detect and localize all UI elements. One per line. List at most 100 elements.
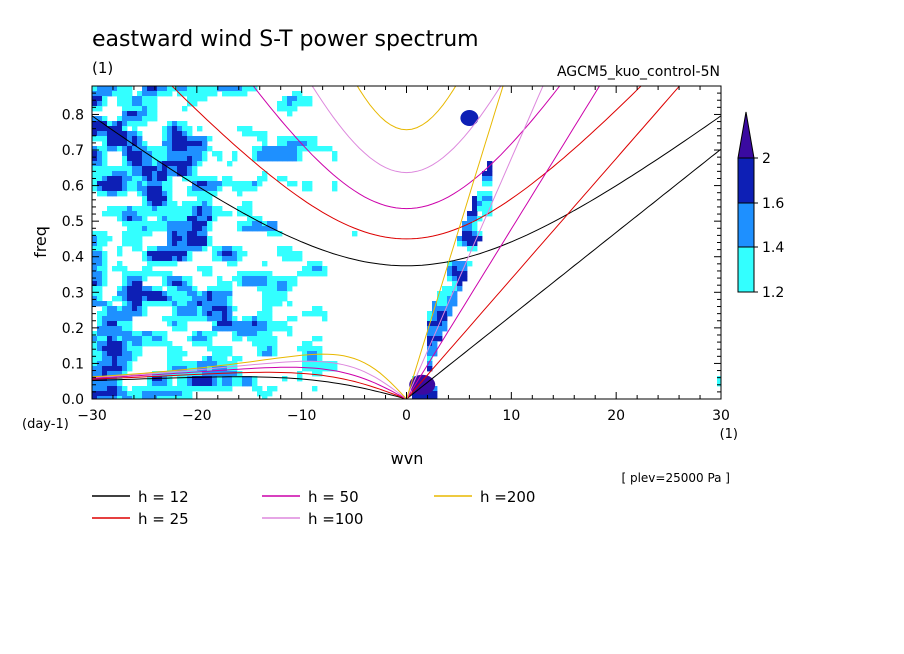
power-cell bbox=[207, 316, 213, 322]
power-cell bbox=[172, 301, 178, 307]
power-cell bbox=[122, 291, 128, 297]
power-cell bbox=[297, 141, 303, 147]
power-cell bbox=[122, 91, 128, 97]
power-cell bbox=[157, 166, 163, 172]
power-cell bbox=[122, 176, 128, 182]
power-cell bbox=[122, 111, 128, 117]
power-cell bbox=[207, 91, 213, 97]
power-cell bbox=[97, 186, 103, 192]
power-cell bbox=[92, 86, 98, 92]
power-cell bbox=[172, 351, 178, 357]
power-cell bbox=[127, 351, 133, 357]
power-cell bbox=[212, 326, 218, 332]
power-cell bbox=[127, 216, 133, 222]
power-cell bbox=[282, 136, 288, 142]
power-cell bbox=[102, 121, 108, 127]
power-cell bbox=[717, 376, 721, 382]
power-cell bbox=[117, 216, 123, 222]
power-cell bbox=[162, 381, 168, 387]
power-cell bbox=[172, 171, 178, 177]
power-cell bbox=[197, 156, 203, 162]
power-cell bbox=[297, 101, 303, 107]
power-cell bbox=[157, 226, 163, 232]
power-cell bbox=[162, 86, 168, 92]
power-cell bbox=[107, 346, 113, 352]
power-cell bbox=[177, 391, 183, 397]
power-cell bbox=[102, 361, 108, 367]
power-cell bbox=[132, 101, 138, 107]
power-cell bbox=[457, 236, 463, 242]
power-cell bbox=[277, 156, 283, 162]
power-cell bbox=[287, 316, 293, 322]
power-cell bbox=[167, 301, 173, 307]
power-cell bbox=[207, 186, 213, 192]
power-cell bbox=[112, 351, 118, 357]
power-cell bbox=[207, 376, 213, 382]
power-cell bbox=[477, 236, 483, 242]
power-cell bbox=[237, 326, 243, 332]
power-cell bbox=[162, 331, 168, 337]
power-cell bbox=[232, 336, 238, 342]
power-cell bbox=[162, 151, 168, 157]
power-cell bbox=[227, 211, 233, 217]
power-cell bbox=[147, 106, 153, 112]
power-cell bbox=[447, 301, 453, 307]
power-cell bbox=[467, 216, 473, 222]
power-cell bbox=[102, 281, 108, 287]
power-cell bbox=[132, 311, 138, 317]
power-cell bbox=[107, 206, 113, 212]
power-cell bbox=[467, 226, 473, 232]
power-cell bbox=[277, 176, 283, 182]
y-tick-label: 0.7 bbox=[62, 143, 84, 159]
power-cell bbox=[142, 221, 148, 227]
power-cell bbox=[197, 376, 203, 382]
power-cell bbox=[207, 381, 213, 387]
power-cell bbox=[137, 171, 143, 177]
power-cell bbox=[157, 151, 163, 157]
power-cell bbox=[152, 331, 158, 337]
power-cell bbox=[137, 141, 143, 147]
power-cell bbox=[277, 151, 283, 157]
power-cell bbox=[192, 316, 198, 322]
power-cell bbox=[107, 191, 113, 197]
power-cell bbox=[162, 206, 168, 212]
power-cell bbox=[132, 141, 138, 147]
power-cell bbox=[122, 341, 128, 347]
power-cell bbox=[272, 326, 278, 332]
power-cell bbox=[122, 221, 128, 227]
power-cell bbox=[262, 326, 268, 332]
power-cell bbox=[122, 231, 128, 237]
power-cell bbox=[122, 126, 128, 132]
power-cell bbox=[177, 361, 183, 367]
power-cell bbox=[127, 131, 133, 137]
power-cell bbox=[232, 156, 238, 162]
power-cell bbox=[142, 151, 148, 157]
power-cell bbox=[127, 106, 133, 112]
power-cell bbox=[122, 171, 128, 177]
power-cell bbox=[112, 336, 118, 342]
power-cell bbox=[157, 256, 163, 262]
power-cell bbox=[177, 126, 183, 132]
power-cell bbox=[147, 381, 153, 387]
power-cell bbox=[97, 251, 103, 257]
power-cell bbox=[157, 191, 163, 197]
power-cell bbox=[192, 201, 198, 207]
power-cell bbox=[182, 366, 188, 372]
power-cell bbox=[252, 156, 258, 162]
power-cell bbox=[292, 316, 298, 322]
power-cell bbox=[262, 221, 268, 227]
power-cell bbox=[227, 181, 233, 187]
power-cell bbox=[172, 161, 178, 167]
power-cell bbox=[182, 281, 188, 287]
power-cell bbox=[142, 341, 148, 347]
power-cell bbox=[232, 331, 238, 337]
power-cell bbox=[197, 86, 203, 92]
power-cell bbox=[97, 366, 103, 372]
power-cell bbox=[197, 236, 203, 242]
power-cell bbox=[187, 211, 193, 217]
power-cell bbox=[122, 181, 128, 187]
power-cell bbox=[182, 241, 188, 247]
power-cell bbox=[252, 331, 258, 337]
power-cell bbox=[147, 396, 153, 399]
power-cell bbox=[102, 356, 108, 362]
